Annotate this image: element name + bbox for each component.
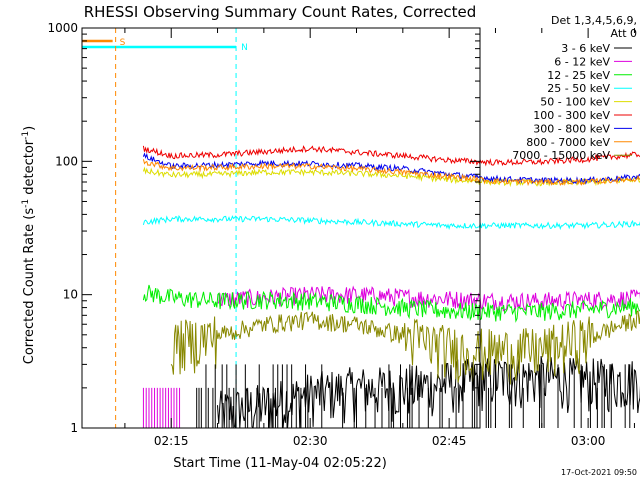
x-tick-label: 03:00	[571, 434, 606, 448]
x-axis-label: Start Time (11-May-04 02:05:22)	[173, 456, 387, 471]
y-tick-label: 1	[70, 421, 78, 435]
x-tick-label: 02:30	[293, 434, 328, 448]
y-tick-label: 1000	[47, 21, 78, 35]
x-tick-label: 02:45	[432, 434, 467, 448]
legend-entry: 50 - 100 keV	[540, 96, 610, 109]
legend-entry: 100 - 300 keV	[533, 109, 610, 122]
series-8	[170, 310, 640, 385]
series-5	[142, 145, 640, 167]
y-axis-label: Corrected Count Rate (s-1 detector-1)	[21, 126, 37, 364]
legend-entry: 3 - 6 keV	[561, 42, 610, 55]
legend-entry: 7000 - 15000 keV	[512, 149, 610, 162]
legend-entry: 6 - 12 keV	[554, 55, 610, 68]
legend-entry: 800 - 7000 keV	[526, 136, 610, 149]
y-tick-label: 10	[63, 288, 78, 302]
series-layer	[142, 145, 640, 429]
legend-entry: 25 - 50 keV	[547, 82, 610, 95]
y-tick-label: 100	[55, 154, 78, 168]
flag-label-s: S	[120, 38, 126, 48]
series-1	[217, 285, 640, 312]
series-3	[142, 215, 640, 231]
x-tick-label: 02:15	[154, 434, 189, 448]
series-2	[142, 284, 640, 323]
legend-header: Det 1,3,4,5,6,9,	[551, 14, 637, 27]
flag-label-n: N	[241, 43, 248, 53]
legend-header: Att 0	[611, 27, 637, 40]
chart-title: RHESSI Observing Summary Count Rates, Co…	[84, 3, 477, 21]
legend-entry: 12 - 25 keV	[547, 69, 610, 82]
generation-timestamp: 17-Oct-2021 09:50	[561, 468, 637, 477]
svg-text:Corrected Count Rate (s-1 dete: Corrected Count Rate (s-1 detector-1)	[21, 126, 37, 364]
legend-entry: 300 - 800 keV	[533, 122, 610, 135]
series-7	[142, 159, 640, 187]
axes: 110100100002:1502:3002:4503:0003:1503:30…	[47, 21, 635, 448]
plot-frame	[81, 27, 481, 429]
series-6	[142, 152, 640, 185]
